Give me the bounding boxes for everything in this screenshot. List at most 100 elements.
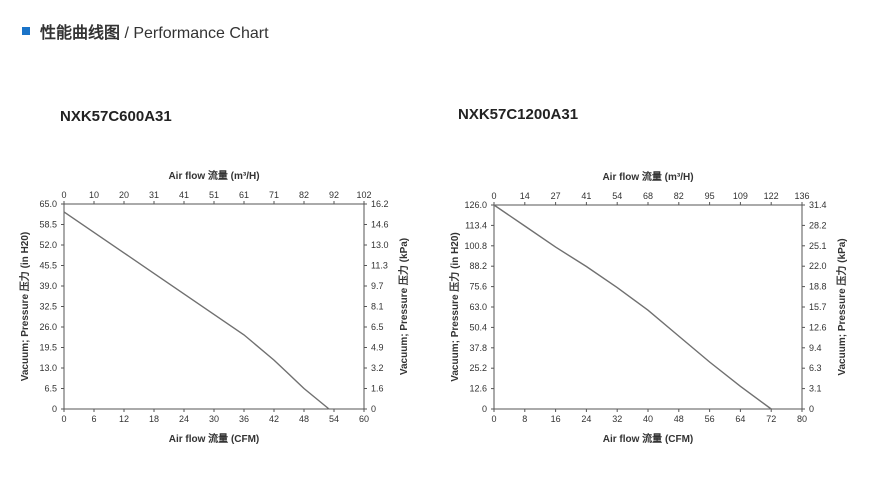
y2-tick-label: 25.1 (809, 241, 827, 251)
x-tick-label: 36 (239, 414, 249, 424)
x-tick-label: 48 (674, 414, 684, 424)
x2-tick-label: 71 (269, 190, 279, 200)
y-tick-label: 37.8 (469, 343, 487, 353)
section-header: 性能曲线图 / Performance Chart (22, 20, 269, 42)
y-tick-label: 45.5 (39, 261, 57, 271)
y2-tick-label: 4.9 (371, 343, 384, 353)
y-axis-title: Vacuum; Pressure 压力 (in H20) (448, 232, 461, 382)
y-tick-label: 12.6 (469, 384, 487, 394)
x-tick-label: 16 (551, 414, 561, 424)
y2-tick-label: 1.6 (371, 384, 384, 394)
performance-curve-line (63, 211, 330, 410)
x-axis-title: Air flow 流量 (CFM) (603, 432, 694, 445)
x-tick-label: 54 (329, 414, 339, 424)
x2-tick-label: 95 (705, 191, 715, 201)
x2-tick-label: 10 (89, 190, 99, 200)
x2-tick-label: 51 (209, 190, 219, 200)
x-tick-label: 72 (766, 414, 776, 424)
x2-tick-label: 41 (581, 191, 591, 201)
y2-tick-label: 9.4 (809, 343, 822, 353)
x-tick-label: 40 (643, 414, 653, 424)
y-tick-label: 75.6 (469, 282, 487, 292)
x-tick-label: 8 (522, 414, 527, 424)
x2-axis-title: Air flow 流量 (m³/H) (168, 169, 259, 182)
y-axis-title: Vacuum; Pressure 压力 (in H20) (18, 232, 31, 382)
x-tick-label: 48 (299, 414, 309, 424)
section-title-en: / Performance Chart (120, 25, 269, 42)
x-tick-label: 24 (179, 414, 189, 424)
x2-tick-label: 102 (356, 190, 371, 200)
y2-tick-label: 3.2 (371, 363, 384, 373)
y2-tick-label: 0 (371, 404, 376, 414)
y-tick-label: 65.0 (39, 199, 57, 209)
x-axis-title: Air flow 流量 (CFM) (169, 432, 260, 445)
y2-tick-label: 12.6 (809, 322, 827, 332)
x-tick-label: 24 (581, 414, 591, 424)
x2-tick-label: 31 (149, 190, 159, 200)
y2-axis-title: Vacuum; Pressure 压力 (kPa) (835, 238, 848, 375)
x2-tick-label: 122 (764, 191, 779, 201)
section-title-cn: 性能曲线图 (40, 25, 121, 42)
x-tick-label: 32 (612, 414, 622, 424)
x-tick-label: 6 (91, 414, 96, 424)
y-tick-label: 88.2 (469, 261, 487, 271)
y-tick-label: 39.0 (39, 281, 57, 291)
y2-tick-label: 6.5 (371, 322, 384, 332)
section-title: 性能曲线图 / Performance Chart (40, 19, 269, 43)
y2-tick-label: 22.0 (809, 261, 827, 271)
y-tick-label: 126.0 (464, 200, 487, 210)
y2-tick-label: 0 (809, 404, 814, 414)
x-tick-label: 64 (735, 414, 745, 424)
x2-tick-label: 92 (329, 190, 339, 200)
x2-axis-title: Air flow 流量 (m³/H) (602, 170, 693, 183)
y2-tick-label: 18.8 (809, 282, 827, 292)
y2-tick-label: 16.2 (371, 199, 389, 209)
y2-tick-label: 15.7 (809, 302, 827, 312)
x2-tick-label: 14 (520, 191, 530, 201)
y-tick-label: 19.5 (39, 343, 57, 353)
y-tick-label: 100.8 (464, 241, 487, 251)
x2-tick-label: 41 (179, 190, 189, 200)
x2-tick-label: 82 (674, 191, 684, 201)
bullet-square-icon (22, 27, 30, 35)
y-tick-label: 0 (482, 404, 487, 414)
y-tick-label: 26.0 (39, 322, 57, 332)
x2-tick-label: 109 (733, 191, 748, 201)
x2-tick-label: 54 (612, 191, 622, 201)
performance-curve-line (493, 204, 772, 410)
y2-axis-title: Vacuum; Pressure 压力 (kPa) (397, 238, 410, 375)
y2-tick-label: 6.3 (809, 363, 822, 373)
y-tick-label: 32.5 (39, 302, 57, 312)
y2-tick-label: 9.7 (371, 281, 384, 291)
y2-tick-label: 11.3 (371, 261, 388, 271)
chart-1-model-title: NXK57C600A31 (60, 108, 172, 125)
x2-tick-label: 0 (61, 190, 66, 200)
y-tick-label: 50.4 (469, 322, 487, 332)
x-tick-label: 60 (359, 414, 369, 424)
chart-2-model-title: NXK57C1200A31 (458, 106, 579, 123)
y2-tick-label: 31.4 (809, 200, 827, 210)
y-tick-label: 113.4 (465, 220, 487, 230)
x2-tick-label: 136 (794, 191, 809, 201)
x-tick-label: 80 (797, 414, 807, 424)
x2-tick-label: 20 (119, 190, 129, 200)
y2-tick-label: 3.1 (809, 384, 822, 394)
x-tick-label: 30 (209, 414, 219, 424)
y-tick-label: 0 (52, 404, 57, 414)
y-tick-label: 25.2 (469, 363, 487, 373)
x2-tick-label: 61 (239, 190, 249, 200)
x-tick-label: 0 (61, 414, 66, 424)
x2-tick-label: 27 (551, 191, 561, 201)
y2-tick-label: 28.2 (809, 220, 827, 230)
y-tick-label: 6.5 (44, 384, 57, 394)
y-tick-label: 63.0 (469, 302, 487, 312)
x2-tick-label: 0 (491, 191, 496, 201)
x-tick-label: 0 (491, 414, 496, 424)
y-tick-label: 52.0 (39, 240, 57, 250)
y-tick-label: 58.5 (39, 220, 57, 230)
y2-tick-label: 14.6 (371, 220, 389, 230)
y-tick-label: 13.0 (39, 363, 57, 373)
x-tick-label: 56 (705, 414, 715, 424)
